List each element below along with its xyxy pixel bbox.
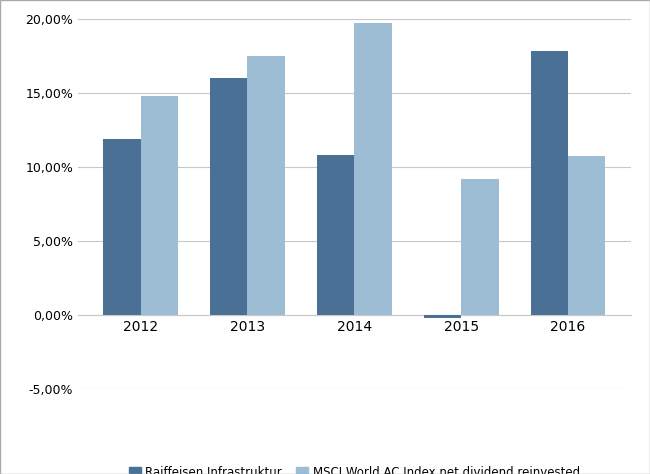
Bar [140, 96, 178, 315]
Bar [354, 23, 392, 315]
Bar [461, 179, 499, 315]
Bar [210, 78, 248, 315]
Bar [424, 315, 461, 318]
Bar [103, 139, 140, 315]
Legend: Raiffeisen Infrastruktur, MSCI World AC Index net dividend reinvested: Raiffeisen Infrastruktur, MSCI World AC … [124, 461, 584, 474]
Bar [317, 155, 354, 315]
Bar [530, 52, 568, 315]
Bar [248, 56, 285, 315]
Bar [568, 156, 605, 315]
